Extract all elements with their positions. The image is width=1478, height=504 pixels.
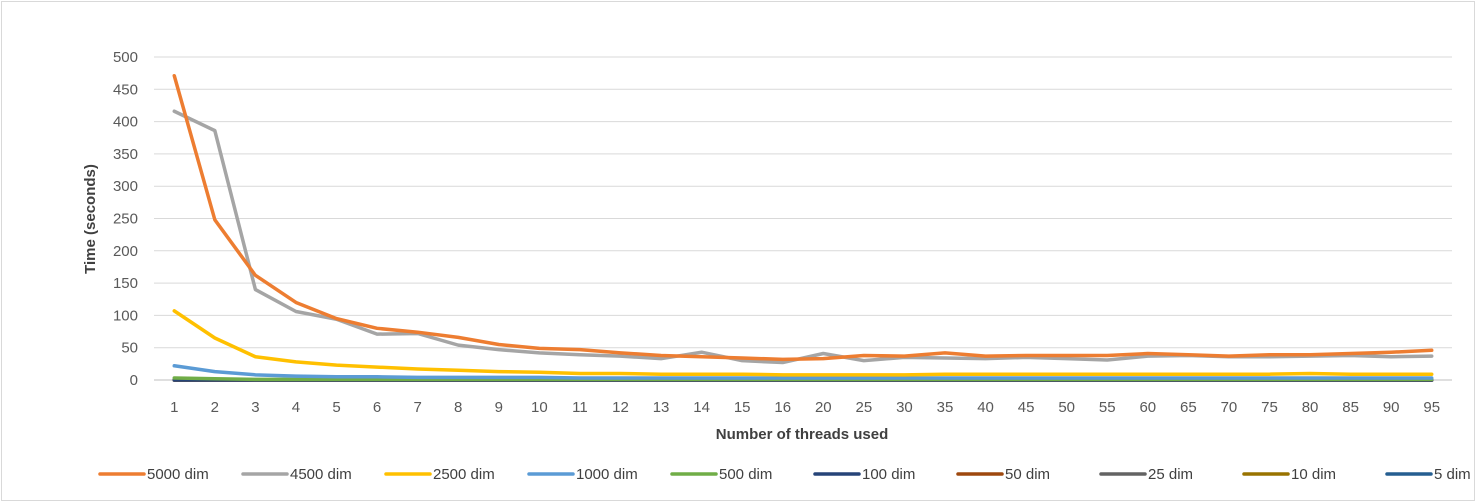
x-tick-label: 50 xyxy=(1058,399,1075,416)
y-tick-label: 250 xyxy=(113,211,138,228)
y-tick-label: 300 xyxy=(113,178,138,195)
x-tick-label: 75 xyxy=(1261,399,1278,416)
legend: 5000 dim 4500 dim 2500 dim 1000 dim 500 dim 1… xyxy=(98,466,1471,483)
x-tick-label: 10 xyxy=(531,399,548,416)
legend-label: 5000 dim xyxy=(147,466,209,483)
y-tick-label: 400 xyxy=(113,114,138,131)
y-tick-label: 200 xyxy=(113,243,138,260)
x-tick-label: 20 xyxy=(815,399,832,416)
x-axis-title: Number of threads used xyxy=(716,426,889,443)
x-tick-label: 70 xyxy=(1221,399,1238,416)
gridlines xyxy=(154,56,1452,381)
x-tick-label: 35 xyxy=(937,399,954,416)
x-tick-label: 11 xyxy=(572,399,588,416)
legend-label: 100 dim xyxy=(862,466,915,483)
x-tick-label: 2 xyxy=(211,399,219,416)
legend-item: 50 dim xyxy=(956,466,1050,483)
x-tick-label: 1 xyxy=(170,399,178,416)
x-tick-label: 8 xyxy=(454,399,462,416)
x-tick-label: 95 xyxy=(1423,399,1440,416)
x-tick-label: 25 xyxy=(856,399,873,416)
x-tick-label: 3 xyxy=(251,399,259,416)
x-tick-label: 7 xyxy=(413,399,421,416)
legend-label: 50 dim xyxy=(1005,466,1050,483)
x-tick-label: 45 xyxy=(1018,399,1035,416)
x-tick-label: 12 xyxy=(612,399,629,416)
x-tick-label: 16 xyxy=(774,399,791,416)
x-tick-label: 4 xyxy=(292,399,300,416)
legend-label: 2500 dim xyxy=(433,466,495,483)
x-tick-label: 85 xyxy=(1342,399,1359,416)
series-line-2500-dim xyxy=(172,309,1434,377)
x-tick-label: 90 xyxy=(1383,399,1400,416)
y-tick-label: 150 xyxy=(113,275,138,292)
y-tick-label: 50 xyxy=(121,340,138,357)
y-tick-label: 350 xyxy=(113,146,138,163)
x-tick-label: 13 xyxy=(653,399,670,416)
x-tick-label: 15 xyxy=(734,399,751,416)
x-tick-label: 9 xyxy=(495,399,503,416)
legend-item: 500 dim xyxy=(670,466,772,483)
legend-item: 2500 dim xyxy=(384,466,495,483)
legend-label: 4500 dim xyxy=(290,466,352,483)
series-line-1000-dim xyxy=(172,364,1434,380)
y-tick-label: 100 xyxy=(113,307,138,324)
x-tick-label: 30 xyxy=(896,399,913,416)
legend-item: 1000 dim xyxy=(527,466,638,483)
y-axis-title: Time (seconds) xyxy=(82,164,99,274)
series-line-5000-dim xyxy=(172,73,1434,362)
x-tick-labels: 1 2 3 4 5 6 7 8 9 10 11 12 13 14 15 16 20 25 30 35 40 45 50 55 6… xyxy=(170,399,1440,416)
x-tick-label: 5 xyxy=(332,399,340,416)
x-tick-label: 80 xyxy=(1302,399,1319,416)
x-tick-label: 6 xyxy=(373,399,381,416)
legend-item: 4500 dim xyxy=(241,466,352,483)
legend-item: 5000 dim xyxy=(98,466,209,483)
y-tick-label: 0 xyxy=(130,372,138,389)
x-tick-label: 14 xyxy=(693,399,710,416)
y-tick-label: 450 xyxy=(113,81,138,98)
legend-label: 500 dim xyxy=(719,466,772,483)
legend-item: 10 dim xyxy=(1242,466,1336,483)
series-lines xyxy=(172,73,1434,382)
legend-label: 10 dim xyxy=(1291,466,1336,483)
y-tick-label: 500 xyxy=(113,49,138,66)
x-tick-label: 60 xyxy=(1139,399,1156,416)
legend-item: 25 dim xyxy=(1099,466,1193,483)
x-tick-label: 55 xyxy=(1099,399,1116,416)
legend-label: 25 dim xyxy=(1148,466,1193,483)
legend-item: 5 dim xyxy=(1385,466,1471,483)
x-tick-label: 40 xyxy=(977,399,994,416)
y-tick-labels: 0 50 100 150 200 250 300 350 400 450 500 xyxy=(113,49,138,389)
legend-label: 5 dim xyxy=(1434,466,1471,483)
legend-item: 100 dim xyxy=(813,466,915,483)
legend-label: 1000 dim xyxy=(576,466,638,483)
x-tick-label: 65 xyxy=(1180,399,1197,416)
